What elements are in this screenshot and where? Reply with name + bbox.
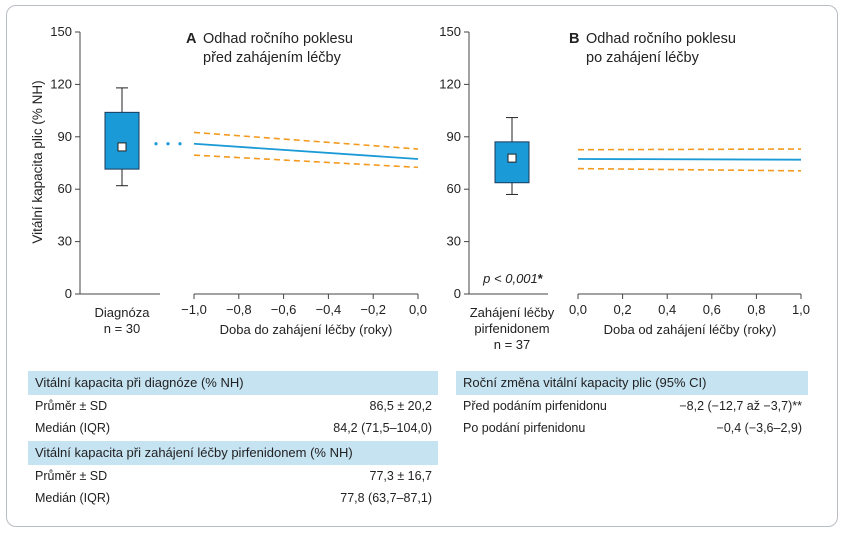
table-row: Medián (IQR) 84,2 (71,5–104,0) xyxy=(28,417,438,439)
panel-b-box-label-line1: Zahájení léčby xyxy=(470,305,555,320)
y-tick-label: 30 xyxy=(58,234,72,249)
panel-b-box-label-line2: pirfenidonem xyxy=(474,321,549,336)
table-right-header: Roční změna vitální kapacity plic (95% C… xyxy=(456,371,808,395)
row-label: Před podáním pirfenidonu xyxy=(463,399,607,413)
panel-b-boxplot xyxy=(494,117,530,195)
y-tick-label: 150 xyxy=(50,24,72,39)
panel-a-box-label: Diagnóza xyxy=(95,305,151,320)
x-tick-label: 0,0 xyxy=(409,302,427,317)
x-tick-label: −1,0 xyxy=(181,302,207,317)
panel-b-box-n: n = 37 xyxy=(494,337,531,352)
ci-upper-line xyxy=(577,148,802,151)
panel-b-regression xyxy=(577,148,802,172)
x-tick-label: 0,8 xyxy=(747,302,765,317)
y-tick-label: 0 xyxy=(454,286,461,301)
panel-b-title-line1: Odhad ročního poklesu xyxy=(586,31,736,47)
table-row: Před podáním pirfenidonu −8,2 (−12,7 až … xyxy=(456,395,808,417)
panel-a-box-n: n = 30 xyxy=(104,321,141,336)
y-tick-label: 0 xyxy=(65,286,72,301)
chart: Vitální kapacita plic (% NH) 0 30 60 90 120 1… xyxy=(30,24,810,352)
x-tick-label: 1,0 xyxy=(792,302,810,317)
panel-a-regression xyxy=(193,131,419,169)
connector-dot xyxy=(166,142,170,146)
figure-frame xyxy=(6,5,838,527)
x-tick-label: 0,4 xyxy=(658,302,676,317)
table-left-header-treatment: Vitální kapacita při zahájení léčby pirf… xyxy=(28,441,438,465)
x-tick-label: 0,0 xyxy=(569,302,587,317)
ci-upper-line xyxy=(193,131,419,150)
table-row: Po podání pirfenidonu −0,4 (−3,6–2,9) xyxy=(456,417,808,439)
row-label: Medián (IQR) xyxy=(35,421,111,435)
panel-a-x-axis-title: Doba do zahájení léčby (roky) xyxy=(220,322,393,337)
median-marker xyxy=(507,153,517,163)
box-iqr xyxy=(494,141,530,184)
row-value: 77,3 ± 16,7 xyxy=(369,469,432,483)
ci-lower-line xyxy=(193,154,419,169)
panel-a-letter: A xyxy=(186,31,197,47)
table-row: Průměr ± SD 86,5 ± 20,2 xyxy=(28,395,438,417)
median-marker xyxy=(117,142,127,152)
y-tick-label: 60 xyxy=(447,181,461,196)
box-iqr xyxy=(104,111,140,170)
row-label: Průměr ± SD xyxy=(35,469,108,483)
row-label: Průměr ± SD xyxy=(35,399,108,413)
panel-b-letter: B xyxy=(569,31,579,47)
panel-a-y-ticks: 0 30 60 90 120 150 xyxy=(50,24,80,301)
x-tick-label: −0,8 xyxy=(226,302,252,317)
panel-b-x-axis-title: Doba od zahájení léčby (roky) xyxy=(604,322,777,337)
table-row: Medián (IQR) 77,8 (63,7–87,1) xyxy=(28,487,438,509)
x-tick-label: −0,6 xyxy=(271,302,297,317)
row-value: 86,5 ± 20,2 xyxy=(369,399,432,413)
connector-dot xyxy=(154,142,158,146)
row-value: −0,4 (−3,6–2,9) xyxy=(716,421,802,435)
x-tick-label: 0,6 xyxy=(703,302,721,317)
table-right: Roční změna vitální kapacity plic (95% C… xyxy=(456,371,808,439)
y-tick-label: 120 xyxy=(439,76,461,91)
x-tick-label: 0,2 xyxy=(614,302,632,317)
connector-dot xyxy=(178,142,182,146)
y-tick-label: 60 xyxy=(58,181,72,196)
x-tick-label: −0,4 xyxy=(316,302,342,317)
panel-a-connector-dots xyxy=(154,142,182,146)
panel-a-title-line1: Odhad ročního poklesu xyxy=(203,31,353,47)
table-row: Průměr ± SD 77,3 ± 16,7 xyxy=(28,465,438,487)
y-tick-label: 30 xyxy=(447,234,461,249)
y-tick-label: 90 xyxy=(447,129,461,144)
y-axis-title: Vitální kapacita plic (% NH) xyxy=(30,80,45,243)
panel-a-x-ticks: −1,0 −0,8 −0,6 −0,4 −0,2 0,0 xyxy=(181,294,427,317)
panel-b-p-value: p < 0,001* xyxy=(482,271,544,286)
regression-line xyxy=(577,158,802,161)
panel-a-title-line2: před zahájením léčby xyxy=(203,50,342,66)
ci-lower-line xyxy=(577,167,802,172)
panel-b-y-ticks: 0 30 60 90 120 150 xyxy=(439,24,469,301)
regression-line xyxy=(193,142,419,160)
row-label: Po podání pirfenidonu xyxy=(463,421,586,435)
y-tick-label: 90 xyxy=(58,129,72,144)
row-label: Medián (IQR) xyxy=(35,491,111,505)
row-value: 77,8 (63,7–87,1) xyxy=(340,491,432,505)
y-tick-label: 150 xyxy=(439,24,461,39)
panel-b: 0 30 60 90 120 150 0,0 0,2 0,4 0,6 0,8 1,0 B Odhad… xyxy=(439,24,810,352)
panel-a-boxplot xyxy=(104,87,140,187)
x-tick-label: −0,2 xyxy=(360,302,386,317)
row-value: 84,2 (71,5–104,0) xyxy=(333,421,432,435)
panel-b-title-line2: po zahájení léčby xyxy=(586,50,700,66)
row-value: −8,2 (−12,7 až −3,7)** xyxy=(679,399,802,413)
y-tick-label: 120 xyxy=(50,76,72,91)
table-left: Vitální kapacita při diagnóze (% NH) Prů… xyxy=(28,371,438,509)
panel-b-x-ticks: 0,0 0,2 0,4 0,6 0,8 1,0 xyxy=(569,294,810,317)
table-left-header-diagnosis: Vitální kapacita při diagnóze (% NH) xyxy=(28,371,438,395)
